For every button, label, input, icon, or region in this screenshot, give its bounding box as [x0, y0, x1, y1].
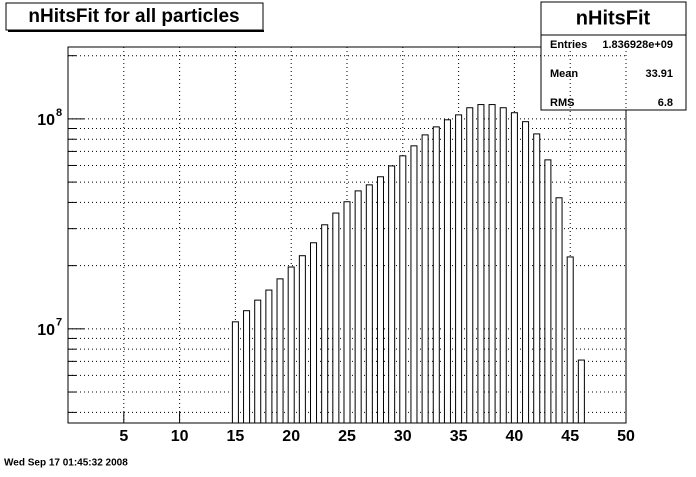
x-tick-label: 10 [171, 428, 189, 445]
x-tick-label: 50 [617, 428, 635, 445]
bar [477, 104, 485, 424]
x-tick-label: 30 [394, 428, 412, 445]
bar [231, 321, 239, 424]
x-tick-label: 35 [450, 428, 468, 445]
y-tick-exponent: 8 [56, 107, 62, 119]
stats-label: Mean [550, 68, 578, 80]
y-tick-label: 10 [37, 112, 55, 129]
bar [354, 190, 362, 424]
bar [555, 197, 563, 424]
bar [499, 107, 507, 424]
y-tick-exponent: 7 [56, 317, 62, 329]
bar [388, 165, 396, 424]
bar [577, 359, 585, 424]
bar [399, 155, 407, 424]
stats-title: nHitsFit [576, 7, 651, 29]
bar [421, 134, 429, 424]
stats-value: 1.836928e+09 [602, 39, 673, 51]
bar [376, 176, 384, 424]
bar [443, 119, 451, 424]
title-box [5, 2, 264, 31]
bar [488, 104, 496, 424]
bar [566, 256, 574, 424]
footer-date: Wed Sep 17 01:45:32 2008 [4, 458, 128, 469]
bar [365, 184, 373, 424]
bar [298, 255, 306, 424]
bar [510, 112, 518, 424]
bar [287, 266, 295, 424]
x-tick-label: 5 [119, 428, 128, 445]
x-tick-label: 45 [561, 428, 579, 445]
x-tick-label: 20 [282, 428, 300, 445]
x-tick-label: 25 [338, 428, 356, 445]
stats-label: RMS [550, 97, 574, 109]
bar [522, 121, 530, 424]
stats-box [540, 1, 687, 111]
bar [533, 133, 541, 424]
bar [276, 278, 284, 424]
bar [265, 289, 273, 424]
y-tick-label: 10 [37, 322, 55, 339]
x-tick-label: 40 [506, 428, 524, 445]
bar [410, 145, 418, 424]
stats-value: 6.8 [658, 97, 673, 109]
bar [254, 299, 262, 424]
bar [332, 212, 340, 424]
bar [455, 114, 463, 424]
bar [466, 107, 474, 424]
x-tick-label: 15 [227, 428, 245, 445]
bar [432, 126, 440, 424]
chart-title: nHitsFit for all particles [28, 6, 239, 27]
bar [243, 310, 251, 424]
stats-value: 33.91 [645, 68, 673, 80]
bar [310, 242, 318, 424]
bar [544, 159, 552, 424]
stats-label: Entries [550, 39, 587, 51]
bar [343, 201, 351, 424]
bar [321, 224, 329, 424]
